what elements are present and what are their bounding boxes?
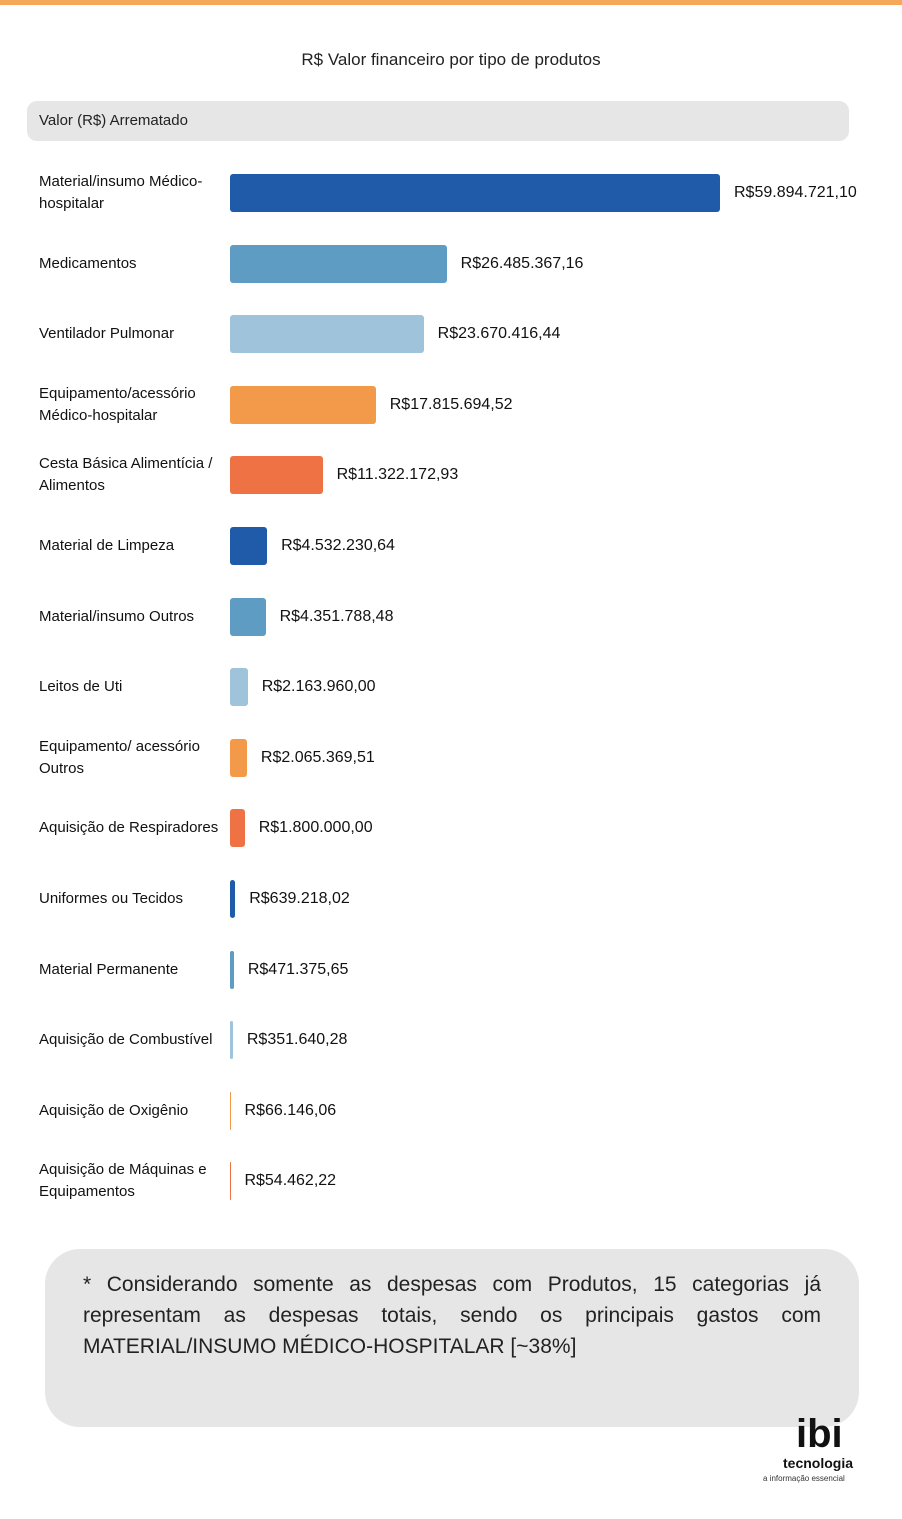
category-label: Leitos de Uti: [39, 678, 123, 696]
bar: [230, 1021, 233, 1060]
category-label: Medicamentos: [39, 254, 137, 272]
note: * Considerando somente as despesas com P…: [45, 1249, 859, 1427]
chart-title: R$ Valor financeiro por tipo de produtos: [301, 50, 601, 69]
value-label: R$26.485.367,16: [460, 254, 584, 272]
value-label: R$54.462,22: [244, 1172, 337, 1190]
value-label: R$17.815.694,52: [389, 395, 513, 413]
value-label: R$23.670.416,44: [437, 325, 561, 343]
bar: [230, 456, 323, 495]
bar: [230, 668, 248, 707]
category-label: Material/insumo Médico-hospitalar: [39, 173, 203, 212]
value-label: R$2.065.369,51: [260, 748, 375, 766]
logo-company: tecnologia: [783, 1455, 854, 1471]
logo-tagline: a informação essencial: [763, 1474, 845, 1483]
category-label: Material/insumo Outros: [39, 607, 195, 625]
category-label: Equipamento/acessório Médico-hospitalar: [39, 384, 196, 424]
bar: [230, 244, 447, 283]
bar: [230, 809, 245, 848]
bar: [230, 527, 268, 565]
top-line: [0, 0, 902, 5]
bar: [230, 738, 247, 777]
bar: [230, 174, 720, 212]
category-label: Cesta Básica Alimentícia / Alimentos: [39, 455, 213, 495]
category-label: Aquisição de Oxigênio: [39, 1101, 189, 1119]
value-label: R$351.640,28: [246, 1031, 348, 1049]
bar: [230, 1091, 231, 1130]
value-label: R$471.375,65: [247, 960, 349, 978]
category-label: Uniformes ou Tecidos: [39, 890, 183, 907]
value-label: R$66.146,06: [244, 1101, 337, 1119]
category-label: Aquisição de Combustível: [39, 1031, 213, 1049]
category-label: Aquisição de Máquinas e Equipamentos: [39, 1161, 207, 1201]
value-label: R$1.800.000,00: [258, 819, 373, 837]
category-label: Ventilador Pulmonar: [39, 325, 175, 343]
value-label: R$639.218,02: [249, 890, 350, 907]
bar: [230, 315, 424, 354]
chart-subtitle: Valor (R$) Arrematado: [27, 101, 849, 141]
bar: [230, 597, 266, 636]
value-label: R$4.351.788,48: [279, 607, 394, 625]
bar: [230, 385, 376, 424]
bar: [230, 950, 234, 989]
category-label: Equipamento/ acessório Outros: [39, 737, 200, 777]
value-label: R$59.894.721,10: [734, 184, 857, 201]
category-label: Aquisição de Respiradores: [39, 819, 219, 837]
value-label: R$11.322.172,93: [336, 466, 459, 484]
value-label: R$2.163.960,00: [261, 678, 376, 696]
logo-name: ibi: [796, 1412, 843, 1456]
bar: [230, 880, 236, 918]
category-label: Material Permanente: [39, 960, 179, 978]
category-label: Material de Limpeza: [39, 537, 175, 554]
value-label: R$4.532.230,64: [281, 537, 395, 554]
